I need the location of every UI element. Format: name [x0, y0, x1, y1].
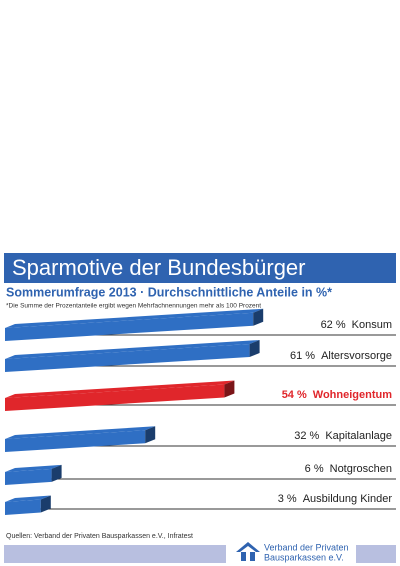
- footer-band: [356, 545, 396, 563]
- value-text: 3 %: [278, 493, 297, 505]
- value-text: 62 %: [321, 319, 346, 331]
- logo-icon: [236, 542, 260, 561]
- category-label: Ausbildung Kinder: [303, 493, 393, 505]
- footer-band: [4, 545, 226, 563]
- bar-top: [5, 426, 156, 439]
- value-label: 61 % Altersvorsorge: [290, 350, 392, 362]
- value-label: 3 % Ausbildung Kinder: [278, 493, 393, 505]
- bar-end: [224, 380, 235, 398]
- category-label: Konsum: [352, 319, 392, 331]
- value-label: 54 % Wohneigentum: [282, 389, 393, 401]
- chart-title: Sparmotive der Bundesbürger: [12, 255, 306, 280]
- bar: [5, 312, 254, 341]
- category-label: Notgroschen: [330, 463, 392, 475]
- value-label: 32 % Kapitalanlage: [294, 430, 392, 442]
- logo-text: Verband der Privaten: [264, 542, 349, 552]
- footnote: *Die Summe der Prozentanteile ergibt weg…: [6, 303, 261, 310]
- value-text: 32 %: [294, 430, 319, 442]
- category-label: Altersvorsorge: [321, 350, 392, 362]
- bar: [5, 468, 52, 485]
- bar-top: [5, 495, 51, 502]
- title-band: [4, 253, 396, 283]
- chart-subtitle: Sommerumfrage 2013 · Durchschnittliche A…: [6, 285, 332, 299]
- bar-end: [40, 495, 51, 513]
- bar-top: [5, 308, 264, 328]
- bar-top: [5, 380, 235, 398]
- bar-top: [5, 464, 62, 472]
- category-label: Kapitalanlage: [325, 430, 392, 442]
- value-text: 54 %: [282, 389, 307, 401]
- value-text: 6 %: [305, 463, 324, 475]
- bar: [5, 430, 146, 452]
- logo-text: Bausparkassen e.V.: [264, 552, 344, 562]
- value-text: 61 %: [290, 350, 315, 362]
- source: Quellen: Verband der Privaten Bausparkas…: [6, 533, 193, 540]
- bar-end: [145, 426, 156, 444]
- value-label: 6 % Notgroschen: [305, 463, 392, 475]
- bar-end: [249, 340, 260, 358]
- value-label: 62 % Konsum: [321, 319, 392, 331]
- bar-end: [253, 308, 264, 326]
- category-label: Wohneigentum: [313, 389, 392, 401]
- bar-end: [51, 464, 62, 482]
- bar-top: [5, 340, 260, 359]
- bar: [5, 499, 41, 515]
- bar: [5, 384, 225, 411]
- bar: [5, 344, 250, 372]
